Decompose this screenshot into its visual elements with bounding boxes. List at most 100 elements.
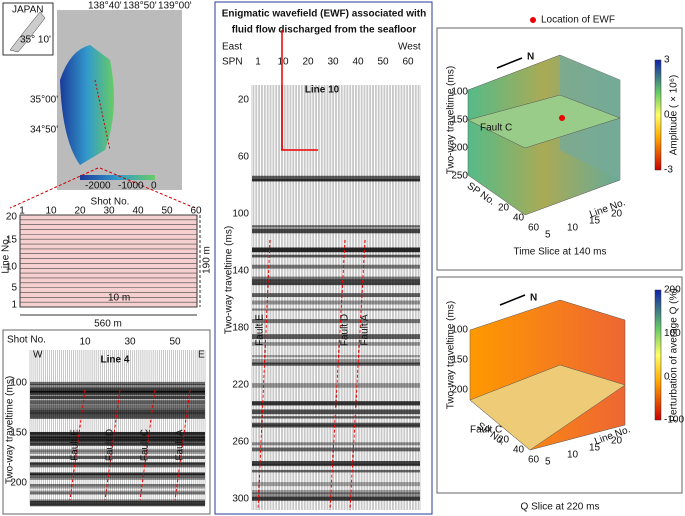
line-tick-label: 5: [545, 457, 551, 468]
colorbar-title: Perturbation of average Q (%): [669, 288, 680, 421]
reflector: [30, 464, 205, 468]
reflector: [30, 414, 205, 419]
reflector: [30, 483, 205, 487]
x-tick-label: 50: [377, 57, 389, 68]
reflector: [30, 381, 205, 385]
reflector: [252, 282, 420, 286]
x-tick-label: 20: [302, 57, 314, 68]
reflector: [252, 492, 420, 495]
line-tick-label: 5: [545, 230, 551, 241]
x-tick-label: 40: [132, 206, 144, 217]
x-tick-label: 20: [498, 435, 510, 446]
lat-label: 34°50': [30, 125, 58, 136]
japan-outline: [9, 11, 46, 53]
x-tick-label: 10: [45, 206, 57, 217]
x-tick-label: 30: [124, 337, 136, 348]
fault-label: Fault D: [340, 314, 351, 346]
q-slice-floor: [469, 364, 626, 451]
colorbar-tick: -3: [664, 165, 673, 176]
zoom-line: [99, 167, 196, 209]
reflector: [252, 254, 420, 258]
fault-label: Fault C: [480, 123, 512, 134]
y-tick-label: 5: [11, 283, 17, 294]
reflector: [30, 383, 205, 387]
y-tick-label: 60: [238, 152, 250, 163]
fault-label: Fault A: [360, 314, 371, 345]
reflector: [30, 499, 205, 503]
reflector: [30, 410, 205, 415]
x-tick-label: 60: [190, 206, 202, 217]
reflector: [252, 342, 420, 346]
lon-label: 138°50': [123, 1, 157, 12]
y-tick-label: 250: [451, 171, 468, 182]
reflector: [252, 362, 420, 366]
amplitude-colorbar: [654, 59, 662, 171]
reflector: [252, 409, 420, 415]
colorbar-label: -1000: [118, 181, 144, 192]
colorbar-tick: 3: [664, 55, 670, 66]
caption: Q Slice at 220 ms: [521, 502, 600, 513]
reflector: [252, 279, 420, 282]
spacing-label: 10 m: [108, 293, 130, 304]
q-colorbar: [654, 289, 662, 421]
y-tick-label: 200: [10, 478, 27, 489]
y-tick-label: 150: [451, 355, 468, 366]
y-tick-label: 200: [451, 143, 468, 154]
y-title: Two-way traveltime (ms): [446, 66, 457, 174]
y-tick-label: 20: [238, 95, 250, 106]
reflector: [252, 276, 420, 279]
reflector: [30, 455, 205, 459]
reflector: [30, 395, 205, 400]
reflector: [30, 501, 205, 506]
reflector: [252, 228, 420, 234]
line-tick-label: 20: [611, 209, 623, 220]
colorbar-tick: 200: [664, 285, 681, 296]
reflector: [30, 461, 205, 465]
reflector: [30, 435, 205, 438]
reflector: [252, 442, 420, 446]
y-tick-label: 100: [10, 378, 27, 389]
reflector: [252, 308, 420, 311]
x-tick-label: 10: [277, 57, 289, 68]
x-tick-label: 20: [74, 206, 86, 217]
reflector: [30, 410, 205, 415]
line-tick-label: 10: [567, 450, 579, 461]
y-tick-label: 1: [11, 300, 17, 311]
reflector: [30, 490, 205, 495]
y-title: Two-way traveltime (ms): [224, 226, 235, 334]
reflector: [30, 462, 205, 468]
caption: Time Slice at 140 ms: [514, 247, 607, 258]
reflector: [252, 293, 420, 298]
survey-grid: [19, 214, 198, 308]
fault-line: [104, 389, 121, 501]
time-slice-plane: [467, 94, 621, 149]
fault-label: Fault A: [175, 429, 186, 460]
line-title: Line 10: [305, 85, 340, 96]
legend-marker: [530, 17, 536, 23]
reflector: [252, 489, 420, 495]
y-tick-label: 180: [232, 323, 249, 334]
y-tick-label: 20: [6, 212, 18, 223]
spn-label: SPN: [222, 57, 243, 68]
x-tick-label: 30: [327, 57, 339, 68]
reflector: [252, 300, 420, 305]
reflector: [252, 383, 420, 388]
x-title: Shot No.: [7, 335, 46, 346]
y-title: Line No.: [1, 236, 12, 273]
fault-line: [69, 389, 86, 501]
zoom-line: [9, 167, 99, 209]
west-label: West: [398, 42, 421, 53]
colorbar-title: Amplitude ( × 10⁶): [669, 75, 680, 156]
height-label: 190 m: [202, 246, 213, 274]
reflector: [252, 355, 420, 358]
fault-label: Fault C: [140, 429, 151, 461]
reflector: [252, 495, 420, 498]
colorbar-tick: 0: [664, 110, 670, 121]
map-colorbar: [80, 175, 155, 180]
reflector: [252, 482, 420, 487]
fault-label: Fault C: [470, 425, 502, 436]
x-tick-label: 1: [255, 57, 261, 68]
reflector: [252, 175, 420, 181]
line-tick-label: 20: [611, 436, 623, 447]
y-tick-label: 10: [6, 262, 18, 273]
